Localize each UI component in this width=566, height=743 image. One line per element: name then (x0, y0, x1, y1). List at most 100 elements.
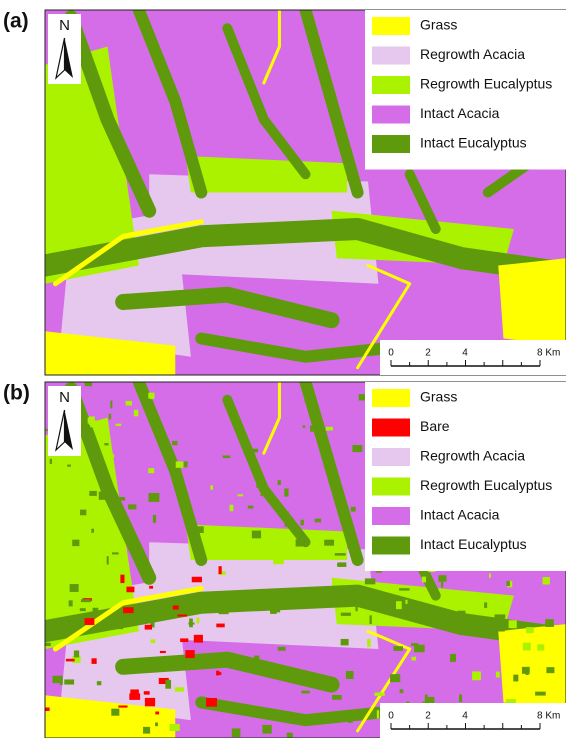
panel-label: (b) (3, 382, 30, 405)
speckle (118, 705, 127, 707)
speckle (496, 672, 500, 678)
speckle (99, 492, 109, 500)
speckle (278, 480, 281, 485)
speckle (165, 680, 171, 689)
speckle (231, 410, 236, 418)
figure: (a)NGrassRegrowth AcaciaRegrowth Eucalyp… (0, 0, 566, 738)
speckle (160, 651, 166, 653)
speckle (66, 620, 77, 623)
speckle (545, 619, 554, 627)
speckle (80, 510, 86, 516)
speckle (109, 414, 112, 420)
speckle (422, 577, 426, 583)
speckle (411, 657, 416, 661)
speckle (216, 671, 219, 676)
speckle (338, 562, 347, 567)
speckle (396, 601, 402, 609)
scale-label: 0 (388, 711, 394, 722)
speckle (232, 728, 241, 737)
speckle (176, 461, 184, 467)
speckle (91, 529, 94, 533)
speckle (367, 639, 370, 647)
speckle (45, 643, 51, 646)
speckle (185, 650, 194, 658)
speckle (92, 658, 97, 664)
speckle (112, 552, 119, 554)
speckle (450, 654, 456, 662)
legend-swatch (372, 478, 410, 496)
speckle (142, 571, 145, 573)
speckle (348, 721, 353, 723)
speckle (108, 454, 114, 457)
speckle (120, 575, 124, 583)
speckle (248, 452, 250, 456)
speckle (346, 671, 354, 679)
speckle (67, 465, 71, 467)
speckle (506, 581, 509, 586)
speckle (194, 635, 203, 643)
scale-label: 8 Km (537, 348, 560, 359)
legend-swatch (372, 537, 410, 555)
speckle (513, 675, 518, 682)
speckle (85, 527, 88, 530)
legend-label: Intact Acacia (420, 105, 500, 121)
speckle (457, 611, 465, 619)
speckle (270, 604, 280, 613)
legend-swatch (372, 389, 410, 407)
speckle (116, 424, 122, 426)
speckle (405, 600, 407, 604)
speckle (97, 681, 101, 685)
speckle (341, 613, 351, 616)
speckle (251, 600, 261, 604)
speckle (93, 608, 99, 613)
speckle (480, 634, 489, 636)
speckle (472, 671, 481, 680)
speckle (85, 383, 93, 387)
speckle (155, 722, 158, 726)
legend-swatch (372, 419, 410, 437)
speckle (332, 695, 342, 700)
speckle (411, 643, 418, 646)
speckle (248, 506, 254, 509)
speckle (303, 425, 306, 428)
speckle (287, 733, 293, 738)
legend-swatch (372, 106, 410, 124)
speckle (184, 461, 188, 467)
page: {"panels": [ {"label": "(a)", "north": "… (0, 0, 566, 738)
legend-label: Regrowth Acacia (420, 46, 525, 62)
legend-swatch (372, 76, 410, 94)
speckle (145, 625, 152, 630)
legend-swatch (372, 47, 410, 65)
speckle (313, 593, 321, 599)
scale-label: 0 (388, 348, 394, 359)
speckle (113, 627, 123, 629)
speckle (189, 618, 193, 627)
speckle (522, 667, 530, 674)
speckle (195, 526, 204, 533)
speckle (143, 727, 150, 734)
speckle (145, 698, 155, 706)
north-label: N (59, 389, 70, 406)
speckle (278, 647, 286, 651)
speckle (390, 674, 400, 682)
legend-label: Grass (420, 389, 457, 405)
speckle (111, 709, 119, 716)
speckle (296, 539, 305, 546)
legend-label: Regrowth Eucalyptus (420, 76, 552, 92)
speckle (172, 469, 180, 476)
speckle (256, 606, 258, 610)
speckle (80, 608, 86, 611)
speckle (45, 708, 50, 711)
speckle (285, 519, 292, 526)
speckle (206, 698, 217, 707)
speckle (81, 599, 91, 602)
legend-swatch (372, 448, 410, 466)
legend-label: Intact Eucalyptus (420, 536, 527, 552)
legend-label: Regrowth Eucalyptus (420, 477, 552, 493)
speckle (302, 691, 310, 694)
speckle (438, 575, 446, 581)
speckle (50, 459, 52, 464)
speckle (85, 618, 95, 625)
speckle (126, 401, 132, 406)
speckle (144, 691, 150, 694)
